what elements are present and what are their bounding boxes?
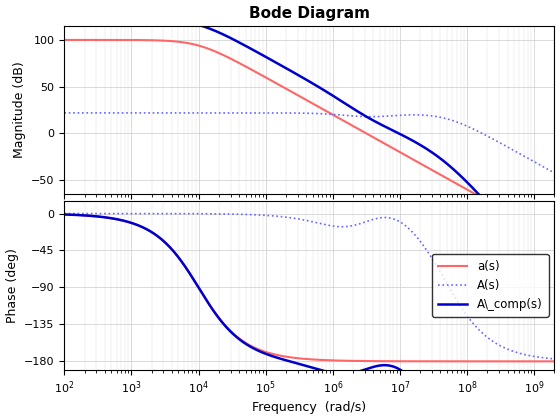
X-axis label: Frequency  (rad/s): Frequency (rad/s) — [253, 402, 366, 415]
Legend: a(s), A(s), A\_comp(s): a(s), A(s), A\_comp(s) — [432, 254, 549, 317]
Y-axis label: Phase (deg): Phase (deg) — [6, 248, 18, 323]
Title: Bode Diagram: Bode Diagram — [249, 5, 370, 21]
Y-axis label: Magnitude (dB): Magnitude (dB) — [13, 62, 26, 158]
